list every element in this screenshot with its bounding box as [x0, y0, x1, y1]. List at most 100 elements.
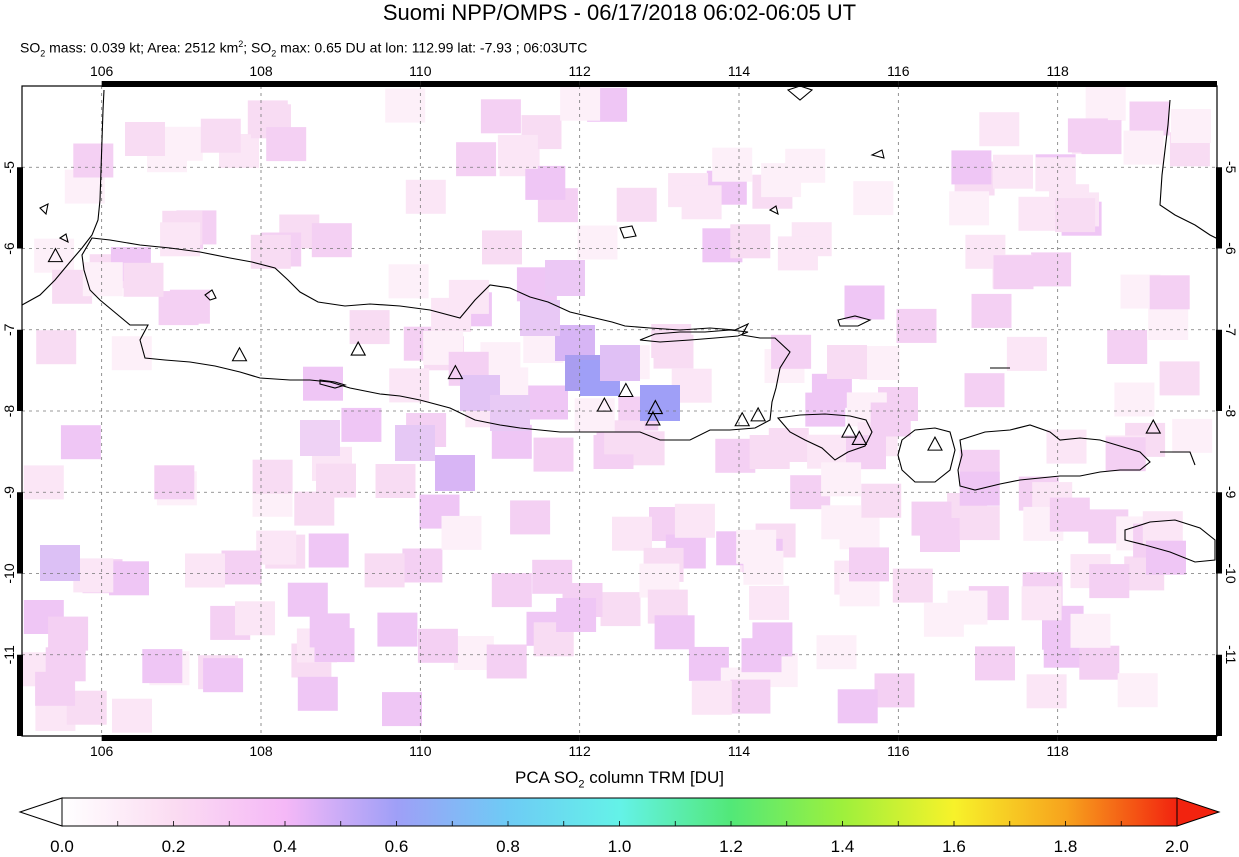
so2-pixel [1159, 361, 1200, 396]
frame-bar-right [1216, 329, 1222, 411]
lon-tick-label-top: 116 [887, 63, 910, 79]
so2-pixel [375, 464, 416, 498]
colorbar-tick-label: 0.4 [273, 837, 297, 856]
so2-pixel [480, 99, 521, 134]
frame-bar-bottom [261, 735, 421, 741]
so2-pixel [221, 550, 262, 585]
coastline-sumatra [21, 89, 105, 306]
frame-bar-bottom [579, 735, 739, 741]
so2-pixel-high [40, 545, 80, 581]
colorbar-over-arrow [1176, 797, 1221, 827]
so2-pixel [749, 585, 790, 620]
so2-pixel [1107, 330, 1148, 364]
coastline-lombok [897, 427, 956, 483]
so2-pixel [405, 179, 446, 214]
so2-pixel [73, 143, 114, 178]
frame-bar-bottom [1057, 735, 1217, 741]
so2-pixel [482, 230, 522, 265]
so2-pixel [821, 462, 862, 497]
coastline-islet [58, 233, 69, 244]
frame-bar-top [101, 81, 262, 87]
so2-pixel [964, 373, 1005, 408]
lat-tick-label-left: -7 [1, 323, 17, 336]
so2-pixel [456, 142, 497, 177]
lat-tick-label-right: -8 [1223, 405, 1239, 418]
volcano-marker [750, 406, 767, 422]
lat-tick-label-right: -10 [1223, 563, 1239, 583]
so2-pixel [741, 638, 782, 673]
so2-pixel [185, 553, 225, 588]
so2-pixel [827, 345, 867, 379]
so2-pixel [1006, 336, 1047, 371]
so2-pixel [382, 692, 422, 727]
so2-pixel [612, 516, 652, 551]
lon-tick-label-bottom: 106 [90, 743, 114, 759]
so2-pixel [510, 500, 551, 535]
so2-pixel [861, 483, 902, 518]
so2-pixel [1148, 306, 1189, 340]
so2-pixel [574, 398, 615, 433]
so2-pixel [35, 671, 76, 706]
so2-pixel [730, 224, 771, 259]
coastline-islet [319, 379, 347, 389]
frame-bar-left [17, 654, 23, 736]
so2-pixel [777, 236, 818, 271]
volcano-marker [617, 382, 634, 398]
so2-pixel [874, 673, 915, 708]
lat-tick-label-right: -6 [1223, 242, 1239, 255]
lat-tick-label-right: -7 [1223, 324, 1239, 337]
map-title: Suomi NPP/OMPS - 06/17/2018 06:02-06:05 … [382, 0, 857, 25]
frame-bar-top [898, 81, 1058, 87]
so2-pixel [951, 150, 992, 185]
so2-pixel [837, 689, 878, 724]
so2-pixel-high [435, 455, 475, 491]
so2-pixel [1049, 497, 1090, 532]
so2-pixel [36, 330, 77, 365]
so2-pixel [949, 191, 990, 226]
lat-tick-label-left: -6 [1, 242, 17, 255]
lon-tick-label-bottom: 118 [1047, 743, 1070, 759]
so2-pixel [266, 127, 307, 162]
so2-pixel [1079, 645, 1120, 680]
volcano-marker [851, 430, 868, 445]
so2-pixel [959, 506, 1000, 541]
so2-pixel [736, 529, 777, 564]
so2-pixel [82, 262, 123, 297]
map-subtitle: SO2 mass: 0.039 kt; Area: 2512 km2; SO2 … [20, 39, 588, 59]
so2-pixel [1123, 130, 1164, 165]
so2-pixel [1055, 198, 1096, 233]
so2-pixel [821, 505, 862, 540]
so2-pixel [377, 612, 418, 647]
frame-tick-bars [17, 81, 1222, 741]
coastline-islet [786, 85, 814, 101]
volcano-marker [647, 399, 664, 415]
frame-bar-left [17, 167, 23, 249]
volcano-marker [734, 411, 751, 427]
coastline-java [81, 237, 791, 441]
so2-pixel [1114, 382, 1155, 417]
so2-pixel [389, 368, 430, 403]
so2-pixel [1171, 109, 1211, 143]
so2-pixel [287, 582, 328, 617]
so2-pixel [316, 463, 356, 498]
so2-pixel-high [490, 395, 530, 431]
so2-pixel [308, 533, 349, 568]
so2-pixel [600, 592, 641, 627]
so2-pixel [142, 649, 183, 684]
so2-pixel [1081, 120, 1122, 155]
frame-bar-top [261, 81, 421, 87]
frame-bar-top [1057, 81, 1217, 87]
so2-pixel [441, 515, 482, 550]
lon-tick-label-top: 114 [728, 63, 751, 79]
so2-pixel [162, 126, 203, 161]
so2-pixel [896, 308, 937, 343]
coastline-layer [21, 85, 1221, 563]
coastline-islet [619, 225, 637, 239]
so2-pixel [730, 679, 771, 714]
so2-pixel [23, 465, 64, 500]
volcano-marker [47, 247, 64, 263]
so2-pixel [200, 118, 241, 153]
volcano-marker [231, 346, 248, 362]
colorbar-tick-label: 0.2 [161, 837, 186, 856]
so2-pixel [533, 437, 574, 472]
